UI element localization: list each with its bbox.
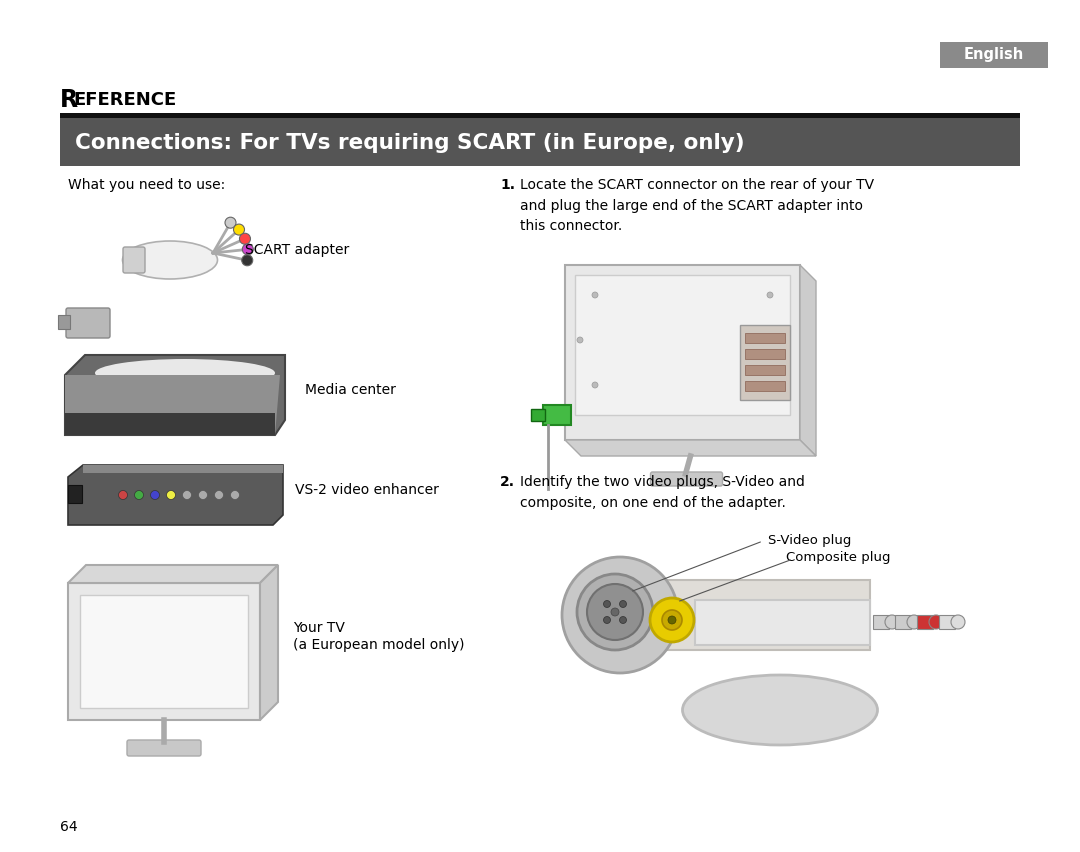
Ellipse shape bbox=[122, 241, 217, 279]
Circle shape bbox=[119, 491, 127, 499]
Circle shape bbox=[592, 382, 598, 388]
Polygon shape bbox=[696, 600, 870, 645]
Bar bbox=[740, 325, 789, 400]
Bar bbox=[575, 275, 789, 415]
Text: S-Video plug: S-Video plug bbox=[768, 534, 851, 547]
Text: 2.: 2. bbox=[500, 475, 515, 489]
FancyBboxPatch shape bbox=[66, 308, 110, 338]
Text: Locate the SCART connector on the rear of your TV
and plug the large end of the : Locate the SCART connector on the rear o… bbox=[519, 178, 874, 233]
Circle shape bbox=[215, 491, 224, 499]
Polygon shape bbox=[565, 440, 816, 456]
Polygon shape bbox=[80, 595, 248, 708]
Bar bbox=[939, 615, 955, 629]
Circle shape bbox=[588, 584, 643, 640]
Polygon shape bbox=[68, 583, 260, 720]
Circle shape bbox=[240, 233, 251, 245]
Text: VS-2 video enhancer: VS-2 video enhancer bbox=[295, 483, 438, 497]
Text: Identify the two video plugs, S-Video and
composite, on one end of the adapter.: Identify the two video plugs, S-Video an… bbox=[519, 475, 805, 509]
Text: Connections: For TVs requiring SCART (in Europe, only): Connections: For TVs requiring SCART (in… bbox=[75, 133, 744, 153]
Polygon shape bbox=[650, 580, 870, 650]
Bar bbox=[543, 405, 571, 425]
Circle shape bbox=[907, 615, 921, 629]
Circle shape bbox=[577, 574, 653, 650]
Circle shape bbox=[562, 557, 678, 673]
Polygon shape bbox=[65, 355, 285, 435]
Polygon shape bbox=[68, 565, 278, 583]
Circle shape bbox=[669, 616, 676, 624]
FancyBboxPatch shape bbox=[650, 472, 723, 486]
Circle shape bbox=[620, 617, 626, 624]
Circle shape bbox=[650, 598, 694, 642]
FancyBboxPatch shape bbox=[127, 740, 201, 756]
Circle shape bbox=[611, 608, 619, 616]
Bar bbox=[917, 615, 933, 629]
Circle shape bbox=[150, 491, 160, 499]
Circle shape bbox=[592, 292, 598, 298]
Text: SCART adapter: SCART adapter bbox=[245, 243, 349, 257]
Ellipse shape bbox=[95, 359, 275, 387]
Circle shape bbox=[225, 217, 237, 228]
Circle shape bbox=[242, 255, 253, 266]
Circle shape bbox=[604, 601, 610, 607]
Polygon shape bbox=[68, 465, 283, 525]
Circle shape bbox=[620, 601, 626, 607]
Polygon shape bbox=[65, 413, 275, 435]
Polygon shape bbox=[260, 565, 278, 720]
Circle shape bbox=[662, 610, 681, 630]
Text: (a European model only): (a European model only) bbox=[293, 638, 464, 653]
Circle shape bbox=[604, 617, 610, 624]
Circle shape bbox=[135, 491, 144, 499]
Bar bbox=[745, 333, 785, 343]
Bar bbox=[58, 315, 70, 329]
Polygon shape bbox=[800, 265, 816, 456]
Circle shape bbox=[242, 244, 254, 255]
Bar bbox=[895, 615, 912, 629]
Circle shape bbox=[885, 615, 899, 629]
Bar bbox=[745, 349, 785, 359]
Text: Your TV: Your TV bbox=[293, 620, 345, 635]
Bar bbox=[940, 42, 1048, 68]
FancyBboxPatch shape bbox=[123, 247, 145, 273]
Bar bbox=[745, 365, 785, 375]
Circle shape bbox=[166, 491, 175, 499]
Text: 1.: 1. bbox=[500, 178, 515, 192]
Text: Media center: Media center bbox=[305, 383, 396, 397]
Ellipse shape bbox=[683, 675, 877, 745]
Bar bbox=[873, 615, 889, 629]
Bar bbox=[60, 118, 1020, 166]
Bar bbox=[68, 485, 82, 503]
Circle shape bbox=[577, 337, 583, 343]
Bar bbox=[565, 265, 800, 440]
Circle shape bbox=[929, 615, 943, 629]
Circle shape bbox=[767, 382, 773, 388]
Text: What you need to use:: What you need to use: bbox=[68, 178, 226, 192]
Bar bbox=[60, 113, 1020, 118]
Text: R: R bbox=[60, 88, 78, 112]
Circle shape bbox=[183, 491, 191, 499]
Polygon shape bbox=[65, 375, 280, 435]
Text: EFERENCE: EFERENCE bbox=[73, 91, 176, 109]
Circle shape bbox=[767, 292, 773, 298]
Circle shape bbox=[233, 224, 244, 235]
Circle shape bbox=[230, 491, 240, 499]
Text: English: English bbox=[963, 48, 1024, 62]
Text: 64: 64 bbox=[60, 820, 78, 834]
Polygon shape bbox=[83, 465, 283, 473]
Bar bbox=[745, 381, 785, 391]
Circle shape bbox=[199, 491, 207, 499]
Bar bbox=[531, 409, 545, 421]
Circle shape bbox=[951, 615, 966, 629]
Text: Composite plug: Composite plug bbox=[786, 551, 891, 564]
